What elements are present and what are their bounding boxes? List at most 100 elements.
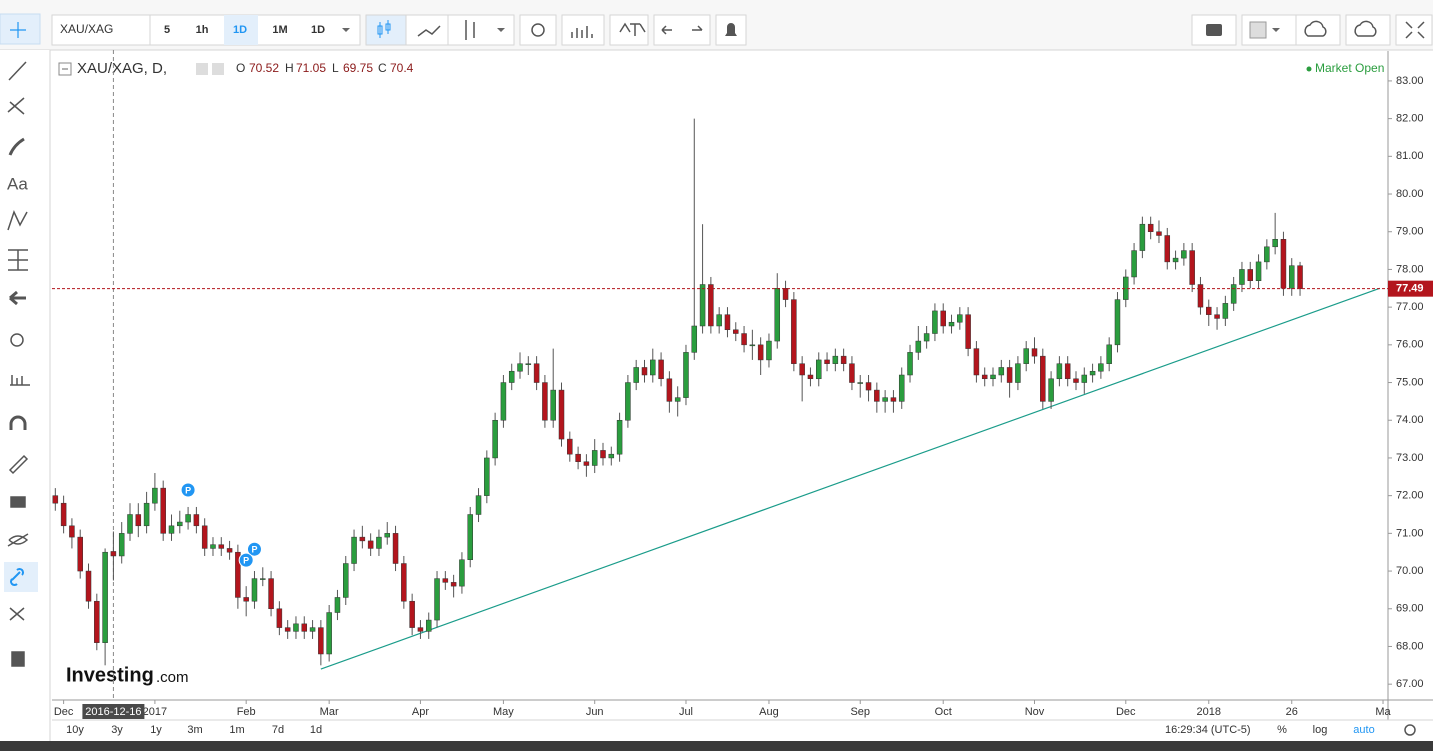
brush-tool[interactable]	[8, 137, 25, 156]
candle-body	[1164, 235, 1171, 263]
candle-body	[799, 363, 805, 376]
x-tick-label: Jun	[586, 706, 604, 718]
candle-body	[500, 382, 507, 421]
measure-tool[interactable]	[8, 249, 28, 271]
range-button[interactable]: 3m	[187, 724, 202, 736]
candle-body	[293, 623, 299, 632]
range-button[interactable]: 7d	[272, 724, 284, 736]
link-tool[interactable]	[4, 562, 38, 592]
candle-body	[243, 597, 249, 602]
candle-body	[1106, 344, 1112, 364]
candle-body	[575, 453, 581, 462]
interval[interactable]: 5	[164, 24, 170, 36]
window-edge	[0, 741, 1433, 751]
candle-body	[1172, 257, 1179, 263]
fullscreen[interactable]	[1395, 14, 1433, 46]
legend-open: 70.52	[249, 61, 279, 75]
event-marker[interactable]	[180, 482, 196, 498]
candle-body	[1222, 303, 1229, 319]
bar-style[interactable]	[447, 14, 515, 46]
candle-body	[467, 514, 473, 560]
candle-body	[882, 397, 888, 402]
candle-body	[118, 533, 125, 557]
event-marker-label: P	[251, 545, 257, 555]
interval[interactable]: 1h	[196, 24, 209, 36]
clock: 16:29:34 (UTC-5)	[1165, 724, 1251, 736]
symbol-input[interactable]	[51, 14, 151, 46]
candle-body	[957, 314, 963, 323]
candle-body	[741, 333, 747, 346]
magnet-tool[interactable]	[9, 415, 27, 430]
interval[interactable]: 1M	[272, 24, 287, 36]
candle-body	[185, 514, 191, 523]
settings-icon[interactable]	[212, 63, 224, 75]
candle-body	[932, 310, 938, 334]
candle-body	[235, 551, 241, 598]
range-button[interactable]: 1y	[150, 724, 162, 736]
range-button[interactable]: 1m	[229, 724, 244, 736]
dropdown[interactable]	[342, 28, 350, 32]
x-tick-label: Dec	[1116, 706, 1136, 718]
event-marker[interactable]	[238, 552, 254, 568]
candle-body	[1280, 239, 1287, 289]
text-tool[interactable]: Aa	[7, 174, 28, 193]
x-tick-label: 2018	[1197, 706, 1221, 718]
alert[interactable]	[715, 14, 747, 46]
candle-body	[832, 355, 839, 364]
legend-l: L	[332, 61, 339, 75]
load[interactable]	[1295, 14, 1341, 46]
camera-icon	[1206, 24, 1222, 36]
scale-option[interactable]: log	[1313, 724, 1328, 736]
draw-mode[interactable]	[8, 454, 29, 475]
watermark: Investing	[66, 664, 154, 686]
dropdown[interactable]	[1272, 28, 1280, 32]
range-button[interactable]: 3y	[111, 724, 123, 736]
candle-body	[633, 367, 639, 383]
legend-c: C	[378, 61, 387, 75]
event-marker[interactable]	[246, 541, 262, 557]
fib-tool[interactable]	[7, 97, 25, 115]
candle-body	[1006, 367, 1013, 383]
scale-option[interactable]: auto	[1353, 724, 1374, 736]
candle-body	[591, 450, 598, 466]
pattern-tool[interactable]	[7, 209, 28, 231]
indicators[interactable]	[561, 14, 605, 46]
scale-icon	[619, 22, 646, 36]
candle-body	[1048, 378, 1054, 402]
y-tick-label: 71.00	[1396, 527, 1424, 539]
settings-gear[interactable]	[1404, 724, 1416, 736]
ruler-tool[interactable]	[10, 375, 30, 386]
candle-body	[558, 389, 565, 440]
candle-body	[218, 544, 225, 549]
chart-title: XAU/XAG, D,	[77, 60, 167, 77]
line-tool[interactable]	[8, 61, 27, 81]
range-button[interactable]: 1d	[310, 724, 322, 736]
scale-option[interactable]: %	[1277, 724, 1287, 736]
candle-body	[484, 457, 490, 496]
cursor-tool[interactable]	[0, 13, 41, 45]
range-button[interactable]: 10y	[66, 724, 84, 736]
candle-body	[998, 367, 1005, 376]
sidebar-icons	[7, 61, 30, 667]
candle-body	[774, 288, 781, 342]
interval[interactable]: 1D	[311, 24, 325, 36]
trash-tool[interactable]	[11, 651, 25, 667]
dropdown[interactable]	[497, 28, 505, 32]
eye-icon[interactable]	[196, 63, 208, 75]
zoom-tool[interactable]	[10, 333, 24, 347]
sidebar	[0, 50, 50, 741]
interval[interactable]: 1D	[233, 24, 247, 36]
remove-tools[interactable]	[9, 607, 25, 621]
candle-body	[52, 495, 59, 504]
hide-tool[interactable]	[7, 533, 29, 547]
cloud-icon	[1304, 20, 1327, 37]
candle-body	[392, 533, 399, 564]
y-tick-label: 79.00	[1396, 226, 1424, 238]
lock-tool[interactable]	[10, 496, 26, 508]
event-marker-label: P	[243, 555, 249, 565]
candle-body	[376, 536, 382, 549]
back-tool[interactable]	[9, 290, 26, 306]
settings[interactable]	[519, 14, 557, 46]
save[interactable]	[1345, 14, 1391, 46]
